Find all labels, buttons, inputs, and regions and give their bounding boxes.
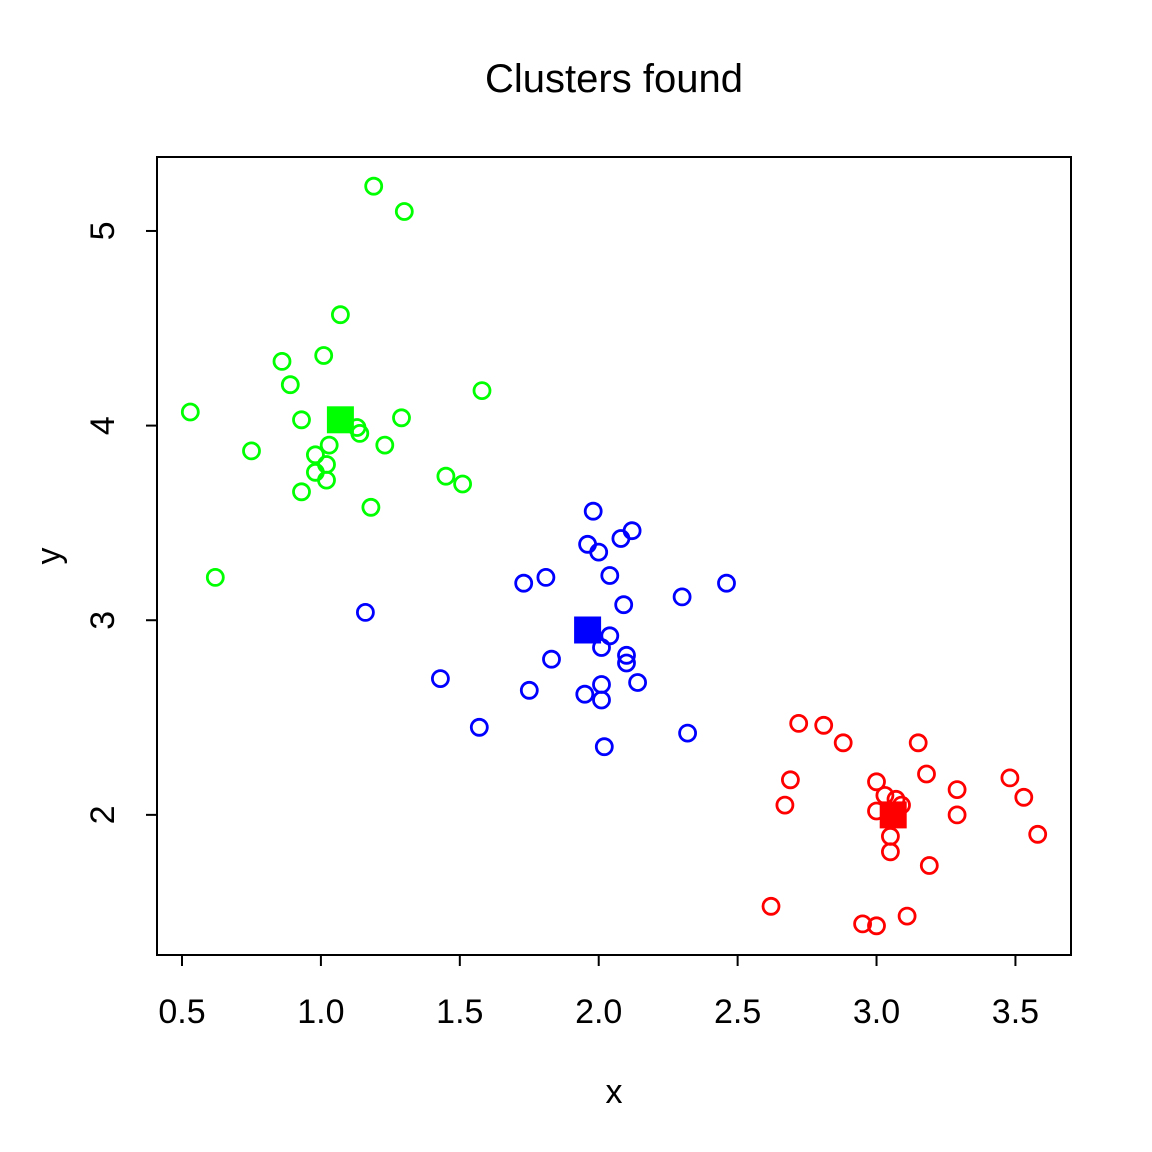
x-tick-label: 1.0	[297, 993, 344, 1031]
y-tick-label: 2	[84, 805, 122, 824]
data-point-cluster-green	[280, 375, 300, 395]
plot-area: 0.5 1.0 1.5 2.0 2.5 3.0 3.5 2 3 4 5	[84, 156, 1072, 1031]
data-point-cluster-green	[205, 568, 225, 587]
data-point-cluster-green	[317, 470, 336, 490]
x-tick-label: 3.5	[992, 993, 1039, 1031]
data-point-cluster-blue	[519, 680, 539, 700]
chart-title: Clusters found	[485, 57, 743, 101]
centroid-red-marker	[879, 801, 907, 829]
data-point-cluster-green	[350, 423, 370, 443]
data-point-cluster-green	[436, 466, 456, 486]
data-point-cluster-red	[908, 733, 928, 753]
data-point-cluster-green	[361, 497, 381, 517]
data-point-cluster-green	[305, 462, 325, 482]
data-point-cluster-blue	[617, 653, 636, 673]
data-point-cluster-blue	[592, 638, 611, 657]
y-tick-label: 5	[84, 222, 122, 241]
data-point-cluster-blue	[617, 645, 636, 665]
data-point-cluster-green	[292, 482, 311, 502]
plot-border	[156, 156, 1072, 956]
data-point-cluster-green	[272, 351, 292, 371]
data-point-cluster-blue	[611, 529, 631, 548]
data-point-cluster-green	[314, 346, 334, 365]
data-point-cluster-red	[919, 856, 939, 875]
data-point-cluster-red	[881, 842, 900, 862]
y-tick-label: 3	[84, 611, 122, 630]
x-axis-label: x	[606, 1073, 623, 1111]
data-point-cluster-red	[775, 795, 795, 815]
data-point-cluster-red	[947, 780, 967, 799]
data-point-cluster-blue	[678, 723, 697, 743]
data-point-cluster-green	[305, 445, 325, 465]
data-point-cluster-green	[364, 176, 384, 196]
data-point-cluster-blue	[355, 603, 375, 622]
data-point-cluster-green	[453, 474, 473, 494]
data-point-cluster-blue	[600, 566, 620, 585]
data-point-cluster-red	[917, 764, 936, 784]
data-point-cluster-red	[789, 714, 809, 733]
data-point-cluster-blue	[430, 669, 450, 688]
data-point-cluster-blue	[622, 521, 642, 541]
y-axis-label: y	[30, 548, 68, 565]
centroid-blue-marker	[574, 616, 602, 644]
data-point-cluster-red	[897, 906, 917, 926]
data-point-cluster-red	[947, 805, 967, 825]
data-point-cluster-red	[781, 770, 800, 790]
data-point-cluster-blue	[592, 690, 611, 710]
data-point-cluster-blue	[594, 737, 614, 757]
data-point-cluster-green	[472, 381, 492, 401]
data-point-cluster-red	[814, 715, 834, 735]
data-point-cluster-green	[317, 455, 336, 474]
data-point-cluster-green	[292, 410, 311, 430]
data-point-cluster-red	[1028, 824, 1048, 844]
data-point-cluster-green	[394, 202, 414, 221]
data-point-cluster-green	[330, 305, 350, 325]
data-point-cluster-blue	[592, 675, 611, 694]
data-point-cluster-red	[1000, 768, 1020, 788]
data-point-cluster-green	[392, 408, 411, 428]
data-point-cluster-blue	[628, 673, 647, 692]
data-point-cluster-red	[1014, 787, 1034, 807]
x-tick-label: 2.0	[575, 993, 622, 1031]
data-point-cluster-green	[180, 402, 200, 422]
data-point-cluster-red	[881, 826, 900, 846]
data-point-cluster-blue	[469, 717, 489, 737]
data-point-cluster-blue	[672, 587, 692, 607]
data-point-cluster-blue	[614, 595, 634, 615]
data-point-cluster-red	[833, 733, 853, 753]
data-point-cluster-blue	[589, 542, 609, 562]
data-point-cluster-blue	[583, 501, 603, 521]
x-tick-label: 3.0	[853, 993, 900, 1031]
y-tick-label: 4	[84, 416, 122, 435]
data-point-cluster-green	[375, 435, 395, 455]
data-point-cluster-blue	[578, 534, 597, 554]
data-point-cluster-red	[867, 772, 886, 792]
x-tick-label: 2.5	[714, 993, 761, 1031]
data-point-cluster-red	[867, 916, 886, 936]
data-point-cluster-green	[242, 441, 261, 461]
centroid-green-marker	[326, 406, 354, 434]
data-point-cluster-blue	[514, 573, 534, 593]
data-point-cluster-blue	[542, 649, 561, 669]
data-point-cluster-red	[761, 896, 781, 916]
x-tick-label: 0.5	[158, 993, 205, 1031]
data-point-cluster-blue	[536, 568, 556, 587]
data-point-cluster-green	[319, 435, 339, 455]
x-tick-label: 1.5	[436, 993, 483, 1031]
data-point-cluster-red	[853, 914, 872, 934]
data-point-cluster-blue	[717, 573, 736, 593]
data-point-cluster-blue	[575, 684, 595, 704]
